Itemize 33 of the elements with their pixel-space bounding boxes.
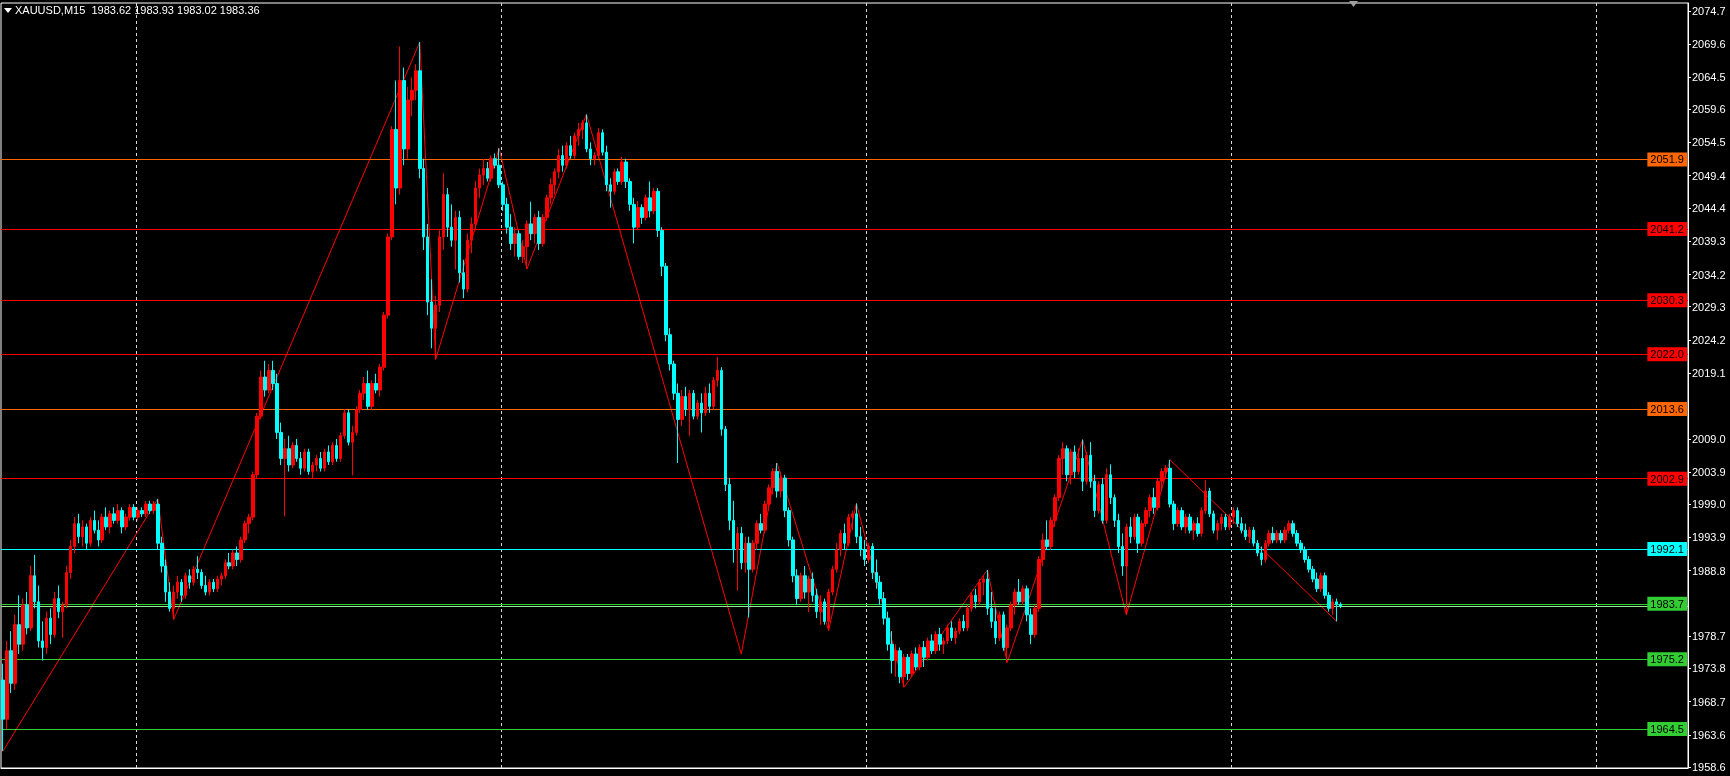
ref-line-label: 2022.0 <box>1650 348 1684 361</box>
y-tick-label: 2039.3 <box>1692 235 1726 248</box>
ref-line-label: 2013.6 <box>1650 402 1684 415</box>
y-tick-label: 2059.6 <box>1692 103 1726 116</box>
y-tick-label: 2003.9 <box>1692 466 1726 479</box>
y-tick-label: 2019.1 <box>1692 367 1726 380</box>
y-tick-label: 1973.8 <box>1692 662 1726 675</box>
ref-line-label: 2030.3 <box>1650 294 1684 307</box>
y-tick-label: 2029.3 <box>1692 300 1726 313</box>
y-tick-label: 2049.4 <box>1692 169 1726 182</box>
y-tick-label: 1958.6 <box>1692 761 1726 774</box>
ref-line-label: 1983.7 <box>1650 597 1684 610</box>
y-tick-label: 2044.4 <box>1692 202 1726 215</box>
ref-line-label: 2051.9 <box>1650 153 1684 166</box>
y-tick-label: 2034.2 <box>1692 268 1726 281</box>
y-tick-label: 1988.8 <box>1692 564 1726 577</box>
y-tick-label: 1993.9 <box>1692 531 1726 544</box>
ref-line-label: 2041.2 <box>1650 223 1684 236</box>
y-tick-label: 2069.6 <box>1692 38 1726 51</box>
y-tick-label: 2074.7 <box>1692 4 1726 17</box>
ref-line-label: 2002.9 <box>1650 472 1684 485</box>
y-tick-label: 1978.7 <box>1692 630 1726 643</box>
y-tick-label: 2024.2 <box>1692 333 1726 346</box>
y-tick-label: 1968.7 <box>1692 695 1726 708</box>
ref-line-label: 1992.1 <box>1650 543 1684 556</box>
y-tick-label: 2054.5 <box>1692 136 1726 149</box>
ref-line-label: 1975.2 <box>1650 653 1684 666</box>
chart-title: XAUUSD,M15 1983.62 1983.93 1983.02 1983.36 <box>15 3 260 16</box>
y-tick-label: 2009.0 <box>1692 432 1726 445</box>
ref-line-label: 1964.5 <box>1650 722 1684 735</box>
y-tick-label: 1999.0 <box>1692 498 1726 511</box>
y-tick-label: 2064.5 <box>1692 71 1726 84</box>
y-tick-label: 1963.6 <box>1692 728 1726 741</box>
